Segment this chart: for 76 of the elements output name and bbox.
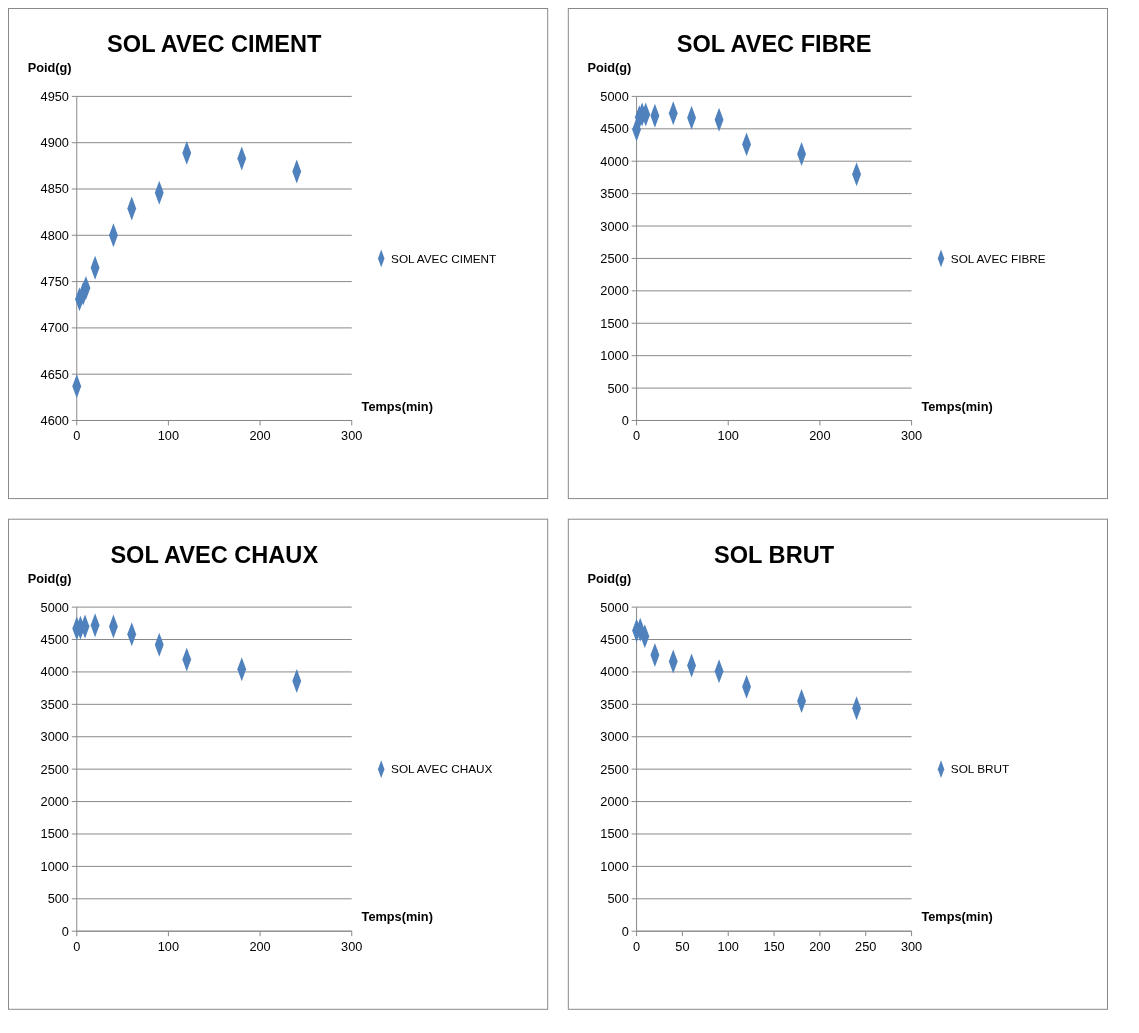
y-tick-label: 500 <box>47 891 69 907</box>
x-tick-label: 300 <box>900 428 923 444</box>
y-tick-label: 3000 <box>600 729 629 745</box>
y-tick-label: 500 <box>607 380 629 396</box>
y-tick-label: 5000 <box>600 88 629 104</box>
x-axis-title: Temps(min) <box>921 909 993 925</box>
y-tick-label: 2500 <box>600 761 629 777</box>
y-tick-label: 4500 <box>600 631 629 647</box>
y-tick-label: 3000 <box>40 729 69 745</box>
chart-title: SOL AVEC CIMENT <box>107 31 322 58</box>
y-tick-label: 2000 <box>600 283 629 299</box>
y-tick-label: 4500 <box>40 631 69 647</box>
x-tick-label: 50 <box>675 938 690 954</box>
x-tick-label: 200 <box>249 428 271 444</box>
y-axis-title: Poid(g) <box>27 570 72 586</box>
y-tick-label: 1000 <box>600 348 629 364</box>
x-axis-title: Temps(min) <box>361 398 433 414</box>
y-tick-label: 2000 <box>40 794 69 810</box>
x-tick-label: 100 <box>717 428 739 444</box>
y-tick-label: 4650 <box>40 366 69 382</box>
y-tick-label: 4000 <box>600 664 629 680</box>
x-tick-label: 0 <box>633 428 641 444</box>
x-tick-label: 200 <box>809 428 831 444</box>
y-tick-label: 2500 <box>40 761 69 777</box>
y-tick-label: 1000 <box>40 858 69 874</box>
x-axis-title: Temps(min) <box>921 398 993 414</box>
y-tick-label: 4950 <box>40 88 69 104</box>
x-tick-label: 0 <box>73 428 81 444</box>
y-tick-label: 1500 <box>600 315 629 331</box>
y-tick-label: 0 <box>621 412 629 428</box>
y-tick-label: 3500 <box>40 696 69 712</box>
y-axis-title: Poid(g) <box>27 59 72 75</box>
y-tick-label: 4750 <box>40 274 69 290</box>
x-axis-title: Temps(min) <box>361 909 433 925</box>
x-tick-label: 200 <box>249 938 271 954</box>
y-tick-label: 4000 <box>40 664 69 680</box>
y-tick-label: 4700 <box>40 320 69 336</box>
y-tick-label: 0 <box>61 923 69 939</box>
y-tick-label: 2000 <box>600 794 629 810</box>
x-tick-label: 200 <box>809 938 831 954</box>
legend-label: SOL BRUT <box>950 762 1010 776</box>
x-tick-label: 100 <box>717 938 739 954</box>
y-tick-label: 1000 <box>600 858 629 874</box>
chart-title: SOL BRUT <box>714 541 835 568</box>
y-tick-label: 0 <box>621 923 629 939</box>
x-tick-label: 100 <box>157 938 180 954</box>
legend-label: SOL AVEC CHAUX <box>391 762 493 776</box>
x-tick-label: 100 <box>157 428 180 444</box>
chart-title: SOL AVEC FIBRE <box>676 31 872 58</box>
y-tick-label: 4000 <box>600 153 629 169</box>
x-tick-label: 150 <box>763 938 785 954</box>
x-tick-label: 0 <box>633 938 641 954</box>
y-tick-label: 4850 <box>40 181 69 197</box>
y-tick-label: 1500 <box>600 826 629 842</box>
x-tick-label: 300 <box>341 938 363 954</box>
y-tick-label: 3500 <box>600 186 629 202</box>
y-tick-label: 2500 <box>600 250 629 266</box>
y-tick-label: 3000 <box>600 218 629 234</box>
y-tick-label: 4500 <box>600 121 629 137</box>
y-tick-label: 4800 <box>40 227 69 243</box>
x-tick-label: 300 <box>341 428 363 444</box>
x-tick-label: 300 <box>900 938 923 954</box>
y-tick-label: 5000 <box>600 599 629 615</box>
y-tick-label: 500 <box>607 891 629 907</box>
y-tick-label: 4900 <box>40 135 69 151</box>
chart-title: SOL AVEC CHAUX <box>110 541 319 568</box>
y-tick-label: 4600 <box>40 412 69 428</box>
y-tick-label: 3500 <box>600 696 629 712</box>
legend-label: SOL AVEC FIBRE <box>950 251 1046 265</box>
y-axis-title: Poid(g) <box>587 570 632 586</box>
x-tick-label: 250 <box>855 938 877 954</box>
x-tick-label: 0 <box>73 938 81 954</box>
legend-label: SOL AVEC CIMENT <box>391 251 497 265</box>
y-tick-label: 1500 <box>40 826 69 842</box>
y-axis-title: Poid(g) <box>587 59 632 75</box>
y-tick-label: 5000 <box>40 599 69 615</box>
